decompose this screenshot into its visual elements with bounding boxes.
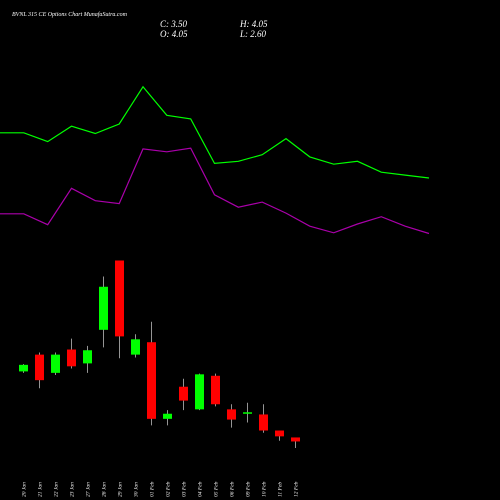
candle-body xyxy=(99,286,108,330)
candle-body xyxy=(179,386,188,401)
x-tick-label: 20 Jan xyxy=(22,482,28,497)
ohlc-high: H: 4.05 xyxy=(239,19,268,29)
x-tick-label: 10 Feb xyxy=(262,481,268,497)
candle-body xyxy=(163,413,172,419)
candle-body xyxy=(275,430,284,437)
candle-body xyxy=(243,412,252,414)
candle-body xyxy=(291,437,300,442)
x-tick-label: 05 Feb xyxy=(214,481,220,497)
ohlc-close: C: 3.50 xyxy=(160,19,188,29)
x-tick-label: 23 Jan xyxy=(70,482,76,497)
x-tick-label: 29 Jan xyxy=(118,482,124,497)
x-tick-label: 01 Feb xyxy=(150,481,156,497)
candle-body xyxy=(195,374,204,410)
x-tick-label: 03 Feb xyxy=(182,481,188,497)
x-tick-label: 21 Jan xyxy=(38,482,44,497)
ohlc-low: L: 2.60 xyxy=(239,29,267,39)
candle-body xyxy=(51,354,60,373)
x-tick-label: 04 Feb xyxy=(197,481,204,497)
candle-body xyxy=(211,375,220,405)
candle-body xyxy=(35,354,44,381)
candle-body xyxy=(67,349,76,367)
x-tick-label: 27 Jan xyxy=(86,482,92,497)
candle-body xyxy=(131,339,140,355)
x-tick-label: 12 Feb xyxy=(294,481,300,497)
x-tick-label: 02 Feb xyxy=(166,481,172,497)
x-tick-label: 28 Jan xyxy=(102,482,108,497)
x-tick-label: 06 Feb xyxy=(230,481,236,497)
candle-body xyxy=(227,409,236,420)
indicator-line xyxy=(0,85,430,179)
candle-body xyxy=(259,414,268,431)
candle-body xyxy=(115,260,124,337)
x-tick-label: 11 Feb xyxy=(278,482,284,497)
chart-title: BVNL 315 CE Options Chart MunafaSutra.co… xyxy=(12,11,128,18)
candle-body xyxy=(83,350,92,364)
x-tick-label: 09 Feb xyxy=(246,481,252,497)
ohlc-open: O: 4.05 xyxy=(160,29,188,39)
candle-body xyxy=(147,342,156,419)
x-tick-label: 30 Jan xyxy=(134,482,140,498)
x-tick-label: 22 Jan xyxy=(54,482,60,497)
indicator-line xyxy=(0,147,430,235)
candle-body xyxy=(19,364,28,372)
